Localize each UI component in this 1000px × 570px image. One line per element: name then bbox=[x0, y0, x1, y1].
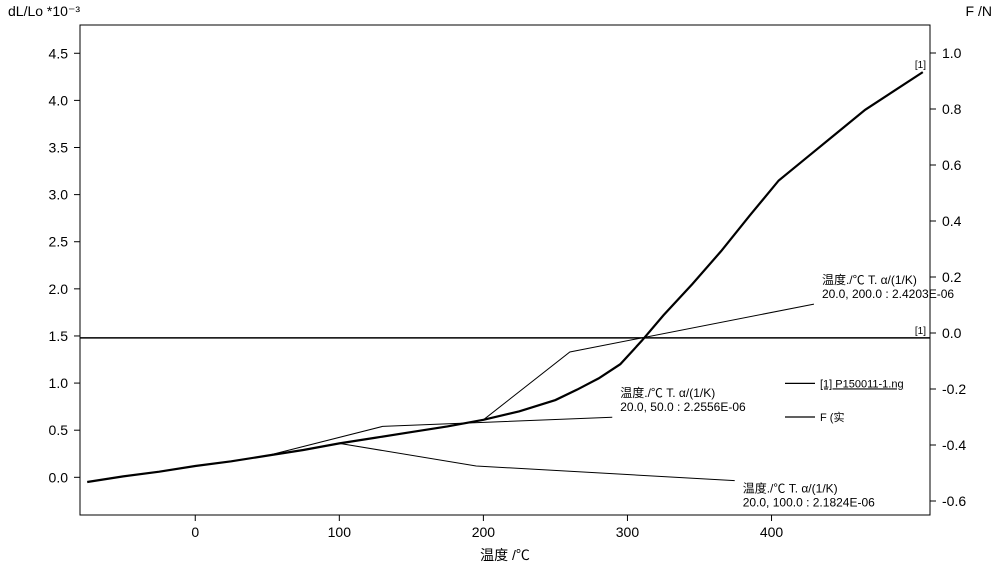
svg-text:0: 0 bbox=[191, 524, 199, 540]
svg-text:4.5: 4.5 bbox=[49, 45, 69, 61]
chart-canvas: 0 100 200 300 400 温度 /℃ 0.0 0.5 1.0 1.5 2.0 2.5 3.0 3… bbox=[0, 0, 1000, 570]
svg-text:3.0: 3.0 bbox=[49, 187, 69, 203]
svg-text:20.0, 100.0 : 2.1824E-06: 20.0, 100.0 : 2.1824E-06 bbox=[743, 496, 875, 510]
svg-text:[1] P150011-1.ng: [1] P150011-1.ng bbox=[820, 378, 904, 390]
svg-text:0.0: 0.0 bbox=[49, 469, 69, 485]
svg-text:温度./℃ T. α/(1/K): 温度./℃ T. α/(1/K) bbox=[743, 481, 838, 496]
svg-text:F (实: F (实 bbox=[820, 410, 844, 424]
svg-text:2.5: 2.5 bbox=[49, 234, 69, 250]
svg-text:F /N: F /N bbox=[966, 3, 992, 19]
svg-text:1.0: 1.0 bbox=[942, 45, 962, 61]
thermal-expansion-chart: 0 100 200 300 400 温度 /℃ 0.0 0.5 1.0 1.5 2.0 2.5 3.0 3… bbox=[0, 0, 1000, 570]
svg-text:20.0, 200.0 : 2.4203E-06: 20.0, 200.0 : 2.4203E-06 bbox=[822, 287, 954, 301]
svg-text:-0.6: -0.6 bbox=[942, 493, 966, 509]
svg-text:0.0: 0.0 bbox=[942, 325, 962, 341]
svg-text:300: 300 bbox=[616, 524, 640, 540]
svg-text:[1]: [1] bbox=[915, 60, 926, 71]
svg-text:-0.2: -0.2 bbox=[942, 381, 966, 397]
svg-text:0.6: 0.6 bbox=[942, 157, 962, 173]
svg-text:dL/Lo *10⁻³: dL/Lo *10⁻³ bbox=[8, 3, 80, 19]
svg-text:0.4: 0.4 bbox=[942, 213, 962, 229]
svg-text:4.0: 4.0 bbox=[49, 92, 69, 108]
svg-text:温度./℃ T. α/(1/K): 温度./℃ T. α/(1/K) bbox=[822, 272, 917, 287]
svg-text:温度./℃ T. α/(1/K): 温度./℃ T. α/(1/K) bbox=[620, 385, 715, 400]
svg-text:20.0, 50.0 : 2.2556E-06: 20.0, 50.0 : 2.2556E-06 bbox=[620, 400, 746, 414]
svg-text:[1]: [1] bbox=[915, 326, 926, 337]
svg-text:1.5: 1.5 bbox=[49, 328, 69, 344]
svg-text:400: 400 bbox=[760, 524, 784, 540]
svg-text:2.0: 2.0 bbox=[49, 281, 69, 297]
svg-text:200: 200 bbox=[472, 524, 496, 540]
svg-text:3.5: 3.5 bbox=[49, 140, 69, 156]
svg-text:0.8: 0.8 bbox=[942, 101, 962, 117]
svg-text:温度 /℃: 温度 /℃ bbox=[480, 547, 530, 563]
svg-text:100: 100 bbox=[328, 524, 352, 540]
svg-text:0.5: 0.5 bbox=[49, 422, 69, 438]
svg-text:1.0: 1.0 bbox=[49, 375, 69, 391]
svg-text:-0.4: -0.4 bbox=[942, 437, 966, 453]
svg-text:0.2: 0.2 bbox=[942, 269, 962, 285]
